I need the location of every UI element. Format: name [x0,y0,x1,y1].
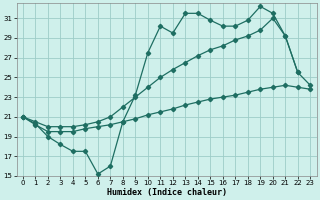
X-axis label: Humidex (Indice chaleur): Humidex (Indice chaleur) [107,188,227,197]
